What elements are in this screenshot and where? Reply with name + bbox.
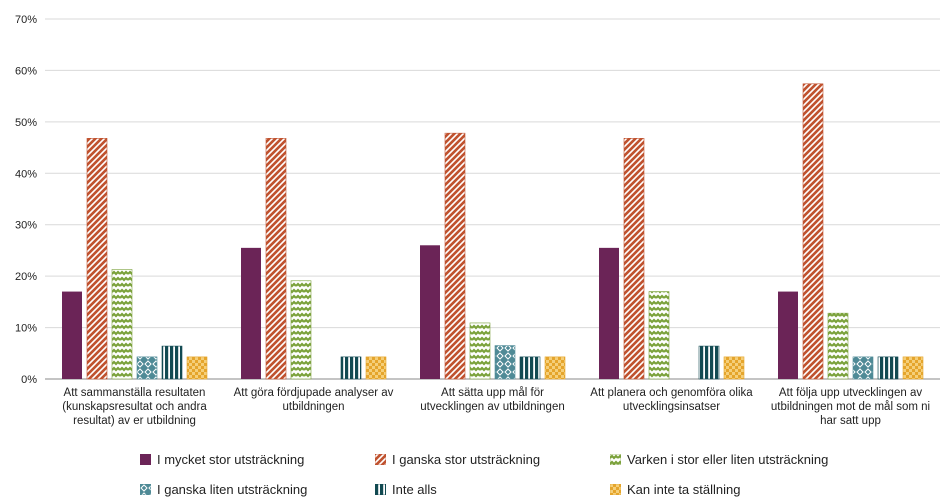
y-tick-label: 30%	[15, 220, 37, 232]
x-category-label: Att följa upp utvecklingen av	[779, 387, 922, 399]
legend-item: I ganska liten utsträckning	[140, 482, 307, 497]
bar	[877, 356, 899, 380]
x-category-label: resultat) av er utbildning	[73, 415, 196, 427]
bar	[241, 247, 261, 379]
x-category-label: (kunskapsresultat och andra	[62, 401, 207, 413]
bar	[902, 356, 924, 380]
bar	[494, 345, 516, 380]
bar	[599, 247, 619, 379]
bar	[340, 356, 362, 380]
y-tick-label: 0%	[21, 374, 37, 386]
bar	[623, 138, 645, 380]
bar	[420, 245, 440, 379]
y-tick-label: 50%	[15, 117, 37, 129]
bar	[648, 291, 670, 380]
bar	[290, 280, 312, 380]
bar	[265, 138, 287, 380]
bar	[519, 356, 541, 380]
legend-label: Kan inte ta ställning	[627, 482, 741, 497]
y-tick-label: 20%	[15, 271, 37, 283]
bar	[802, 83, 824, 380]
x-category-label: har satt upp	[820, 415, 881, 427]
legend-swatch	[610, 454, 621, 465]
bar	[444, 132, 466, 380]
legend-label: I mycket stor utsträckning	[157, 452, 305, 467]
y-tick-label: 60%	[15, 65, 37, 77]
x-category-label: Att göra fördjupade analyser av	[234, 387, 394, 399]
y-tick-label: 10%	[15, 323, 37, 335]
bar	[365, 356, 387, 380]
bar	[161, 345, 183, 380]
x-category-label: utbildningen mot de mål som ni	[771, 401, 930, 413]
legend-item: I ganska stor utsträckning	[375, 452, 540, 467]
legend-label: Inte alls	[392, 482, 437, 497]
legend-label: Varken i stor eller liten utsträckning	[627, 452, 829, 467]
bar	[827, 312, 849, 380]
legend-item: Kan inte ta ställning	[610, 482, 740, 497]
bar	[136, 356, 158, 380]
legend-label: I ganska liten utsträckning	[157, 482, 308, 497]
bar	[723, 356, 745, 380]
bar	[186, 356, 208, 380]
legend-item: Inte alls	[375, 482, 437, 497]
legend-label: I ganska stor utsträckning	[392, 452, 541, 467]
bar	[86, 138, 108, 380]
x-category-label: Att sätta upp mål för	[441, 387, 544, 399]
legend-swatch	[375, 454, 386, 465]
bar	[62, 291, 82, 379]
legend-swatch	[140, 484, 151, 495]
bar	[698, 345, 720, 380]
x-category-label: Att planera och genomföra olika	[590, 387, 753, 399]
bar	[852, 356, 874, 380]
y-tick-label: 40%	[15, 168, 37, 180]
bar	[778, 291, 798, 379]
legend-swatch	[375, 484, 386, 495]
x-category-label: utvecklingen av utbildningen	[420, 401, 565, 413]
bar	[544, 356, 566, 380]
legend-swatch	[140, 454, 151, 465]
x-category-label: utvecklingsinsatser	[623, 401, 720, 413]
y-tick-label: 70%	[15, 14, 37, 26]
bar	[111, 269, 133, 380]
bar	[469, 322, 491, 380]
legend-item: I mycket stor utsträckning	[140, 452, 304, 467]
x-category-label: Att sammanställa resultaten	[64, 387, 206, 399]
legend-item: Varken i stor eller liten utsträckning	[610, 452, 828, 467]
legend-swatch	[610, 484, 621, 495]
x-category-label: utbildningen	[282, 401, 344, 413]
